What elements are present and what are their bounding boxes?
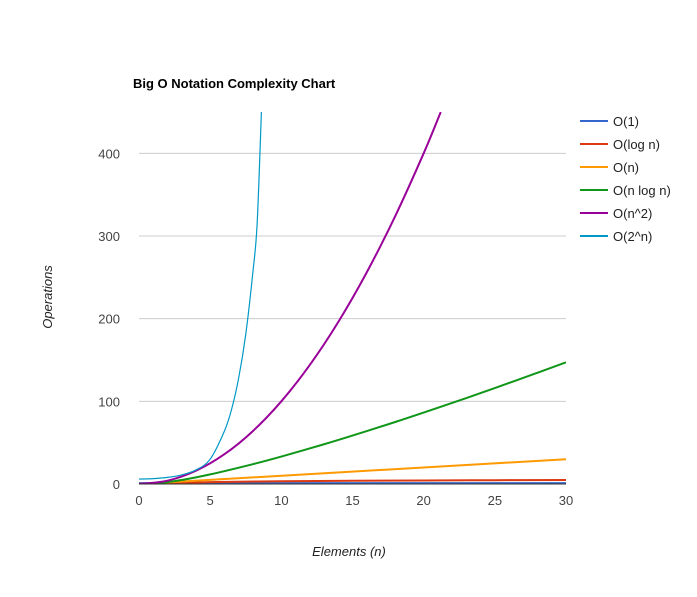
x-tick-label: 5 — [207, 493, 214, 508]
legend-label: O(n) — [613, 160, 639, 175]
x-tick-label: 10 — [274, 493, 288, 508]
x-axis-label: Elements (n) — [312, 544, 386, 559]
x-tick-label: 15 — [345, 493, 359, 508]
y-tick-label: 400 — [98, 146, 120, 161]
y-tick-label: 100 — [98, 394, 120, 409]
x-axis-ticks: 0 5 10 15 20 25 30 — [135, 493, 573, 508]
y-tick-label: 0 — [113, 477, 120, 492]
x-tick-label: 25 — [488, 493, 502, 508]
chart-title: Big O Notation Complexity Chart — [133, 76, 336, 91]
legend-label: O(n^2) — [613, 206, 652, 221]
legend-label: O(2^n) — [613, 229, 652, 244]
y-tick-label: 300 — [98, 229, 120, 244]
y-tick-label: 200 — [98, 312, 120, 327]
y-axis-ticks: 0 100 200 300 400 — [98, 146, 120, 492]
legend-label: O(1) — [613, 114, 639, 129]
legend-label: O(n log n) — [613, 183, 671, 198]
legend: O(1) O(log n) O(n) O(n log n) O(n^2) O(2^n) — [580, 114, 671, 244]
x-tick-label: 20 — [416, 493, 430, 508]
x-tick-label: 30 — [559, 493, 573, 508]
series-line-o-log-n — [153, 478, 566, 484]
series-line-o-n-2 — [139, 112, 442, 484]
series-line-o-n — [139, 458, 566, 484]
legend-label: O(log n) — [613, 137, 660, 152]
series-line-o-2-n — [139, 112, 263, 480]
x-tick-label: 0 — [135, 493, 142, 508]
y-axis-label: Operations — [40, 265, 55, 329]
series-line-o-n-log-n — [153, 361, 566, 484]
grid-lines — [139, 152, 566, 402]
series-lines — [139, 112, 566, 484]
